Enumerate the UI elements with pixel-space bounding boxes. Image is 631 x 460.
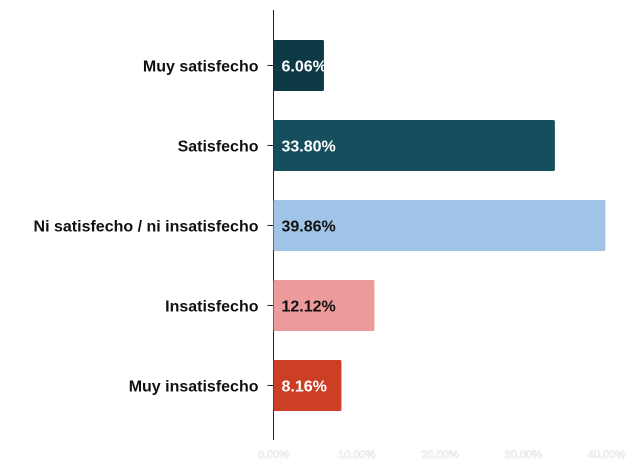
- value-label: 6.06%: [282, 59, 327, 76]
- category-label: Ni satisfecho / ni insatisfecho: [34, 219, 259, 236]
- x-tick-label: 30.00%: [505, 449, 543, 460]
- value-label: 8.16%: [282, 379, 327, 396]
- value-label: 39.86%: [282, 219, 336, 236]
- x-tick-label: 20.00%: [421, 449, 459, 460]
- bar: [273, 360, 342, 411]
- category-label: Muy satisfecho: [143, 59, 259, 76]
- bar: [273, 280, 375, 331]
- value-label: 12.12%: [282, 299, 336, 316]
- category-label: Muy insatisfecho: [129, 379, 259, 396]
- x-tick-label: 40.00%: [588, 449, 626, 460]
- x-tick-label: 10.00%: [338, 449, 376, 460]
- value-label: 33.80%: [282, 139, 336, 156]
- bar: [273, 120, 555, 171]
- bar: [273, 40, 324, 91]
- x-tick-label: 0.00%: [258, 449, 289, 460]
- category-label: Insatisfecho: [165, 299, 259, 316]
- bar: [273, 200, 606, 251]
- category-label: Satisfecho: [178, 139, 259, 156]
